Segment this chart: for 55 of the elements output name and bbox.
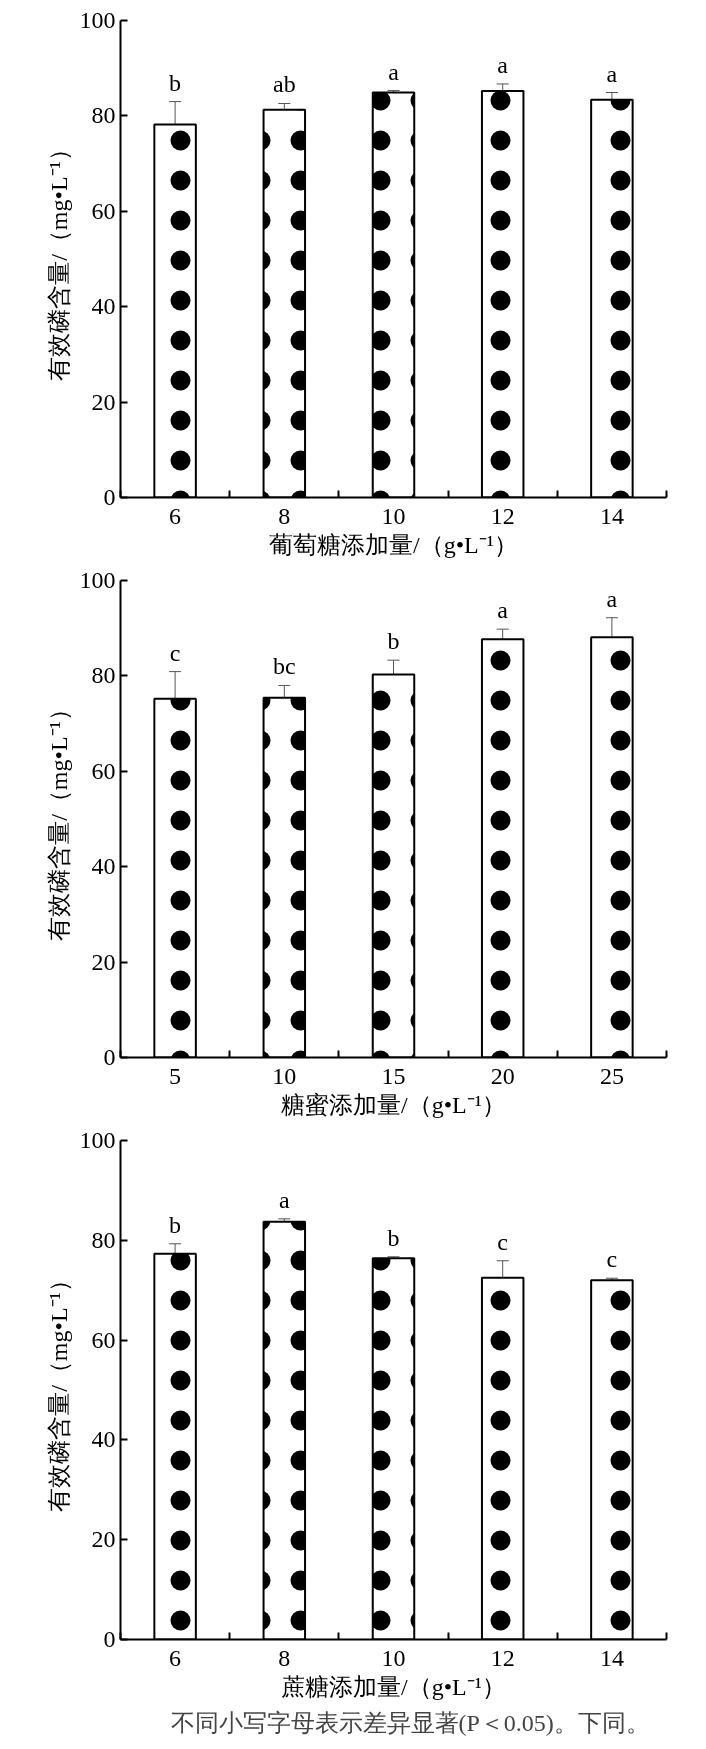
x-tick-label: 10 [272,1062,297,1089]
y-axis-title: 有效磷含量/（mg•L⁻¹） [45,697,72,941]
annotation: a [278,1186,290,1213]
x-tick-label: 10 [381,1644,406,1671]
y-tick-label: 100 [79,567,116,593]
annotation: b [387,628,400,655]
y-tick-label: 0 [103,484,116,510]
annotation: b [169,69,182,96]
annotation: a [497,51,509,78]
y-axis-title: 有效磷含量/（mg•L⁻¹） [45,137,72,381]
x-axis-title: 糖蜜添加量/（g•L⁻¹） [281,1091,506,1118]
y-tick-label: 20 [91,388,116,415]
annotation: ab [272,71,296,98]
y-tick-label: 80 [91,1226,116,1253]
y-tick-label: 0 [103,1626,116,1652]
y-tick-label: 100 [79,1127,116,1153]
text: 不同小写字母表示差异显著(P＜0.05)。下同。 [170,1709,650,1736]
y-tick-label: 0 [103,1044,116,1070]
x-tick-label: 8 [278,1644,291,1671]
x-tick-label: 12 [490,1644,515,1671]
x-axis-title: 葡萄糖添加量/（g•L⁻¹） [269,531,518,558]
annotation: a [606,585,618,612]
y-tick-label: 100 [79,7,116,33]
annotation: c [169,639,181,666]
y-tick-label: 20 [91,948,116,975]
x-tick-label: 10 [381,502,406,529]
x-tick-label: 14 [599,502,624,529]
y-tick-label: 40 [91,293,116,320]
x-tick-label: 25 [599,1062,624,1089]
y-tick-label: 40 [91,1426,116,1453]
y-tick-label: 60 [91,1326,116,1353]
annotation: b [387,1224,400,1251]
y-tick-label: 40 [91,853,116,880]
annotation: b [169,1211,182,1238]
y-tick-label: 20 [91,1526,116,1553]
x-tick-label: 6 [169,502,182,529]
annotation: c [497,1228,509,1255]
annotation: c [606,1246,618,1273]
annotation: a [388,58,400,85]
y-axis-title: 有效磷含量/（mg•L⁻¹） [45,1268,72,1512]
y-tick-label: 60 [91,757,116,784]
annotation: a [606,60,618,87]
y-tick-label: 60 [91,197,116,224]
x-axis-title: 蔗糖添加量/（g•L⁻¹） [281,1673,506,1700]
y-tick-label: 80 [91,102,116,129]
x-tick-label: 12 [490,502,515,529]
annotation: a [497,597,509,624]
x-tick-label: 6 [169,1644,182,1671]
annotation: bc [272,653,296,680]
x-tick-label: 8 [278,502,291,529]
y-tick-label: 80 [91,662,116,689]
x-tick-label: 20 [490,1062,515,1089]
x-tick-label: 14 [599,1644,624,1671]
x-tick-label: 5 [169,1062,182,1089]
x-tick-label: 15 [381,1062,406,1089]
